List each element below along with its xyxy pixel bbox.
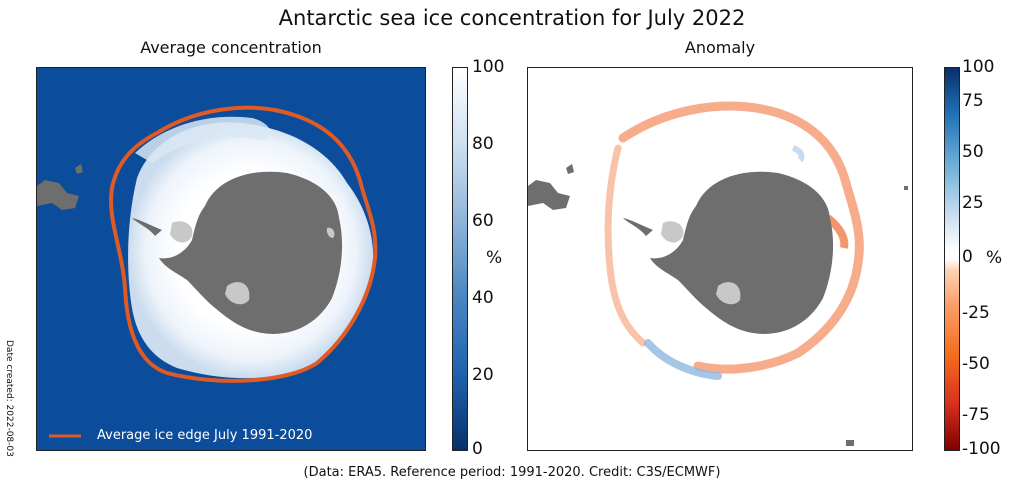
anomaly-map-graphic — [528, 101, 908, 446]
colorbar-unit: % — [986, 248, 1003, 268]
ice-edge-line — [109, 105, 378, 383]
colorbar-tick: 40 — [472, 288, 494, 308]
colorbar-tick: -75 — [962, 405, 990, 425]
ross-ice-shelf — [225, 282, 250, 305]
colorbar-tick: -50 — [962, 354, 990, 374]
colorbar-tick: 75 — [962, 91, 984, 111]
colorbar-tick: 50 — [962, 142, 984, 162]
concentration-map-graphic — [37, 105, 378, 438]
ross-ice-shelf — [716, 282, 741, 305]
colorbar-unit: % — [486, 248, 503, 268]
positive-anomaly-patch — [644, 339, 722, 380]
ronne-ice-shelf — [170, 221, 193, 243]
south-america-land — [37, 180, 79, 210]
colorbar-tick: 25 — [962, 193, 984, 213]
colorbar-tick: 100 — [962, 57, 995, 77]
antarctica-land — [650, 171, 834, 334]
antarctica-land — [159, 171, 343, 334]
date-created: Date created: 2022-08-03 — [4, 340, 14, 457]
colorbar-tick: 0 — [472, 439, 483, 459]
negative-anomaly-ring — [618, 101, 864, 374]
south-america-land — [528, 180, 570, 210]
concentration-colorbar — [452, 67, 468, 451]
colorbar-tick: 100 — [472, 57, 505, 77]
colorbar-tick: -25 — [962, 303, 990, 323]
colorbar-tick: 60 — [472, 211, 494, 231]
right-panel-title: Anomaly — [684, 38, 756, 57]
colorbar-tick: -100 — [962, 439, 1001, 459]
concentration-map — [36, 67, 426, 451]
colorbar-tick: 80 — [472, 134, 494, 154]
figure-title: Antarctic sea ice concentration for July… — [278, 6, 746, 30]
left-panel-title: Average concentration — [140, 38, 322, 57]
credit-line: (Data: ERA5. Reference period: 1991-2020… — [303, 465, 721, 480]
anomaly-map — [527, 67, 913, 451]
colorbar-tick: 20 — [472, 365, 494, 385]
ronne-ice-shelf — [661, 221, 684, 243]
anomaly-colorbar — [944, 67, 960, 451]
legend-label: Average ice edge July 1991-2020 — [97, 428, 313, 443]
colorbar-tick: 0 — [962, 247, 973, 267]
